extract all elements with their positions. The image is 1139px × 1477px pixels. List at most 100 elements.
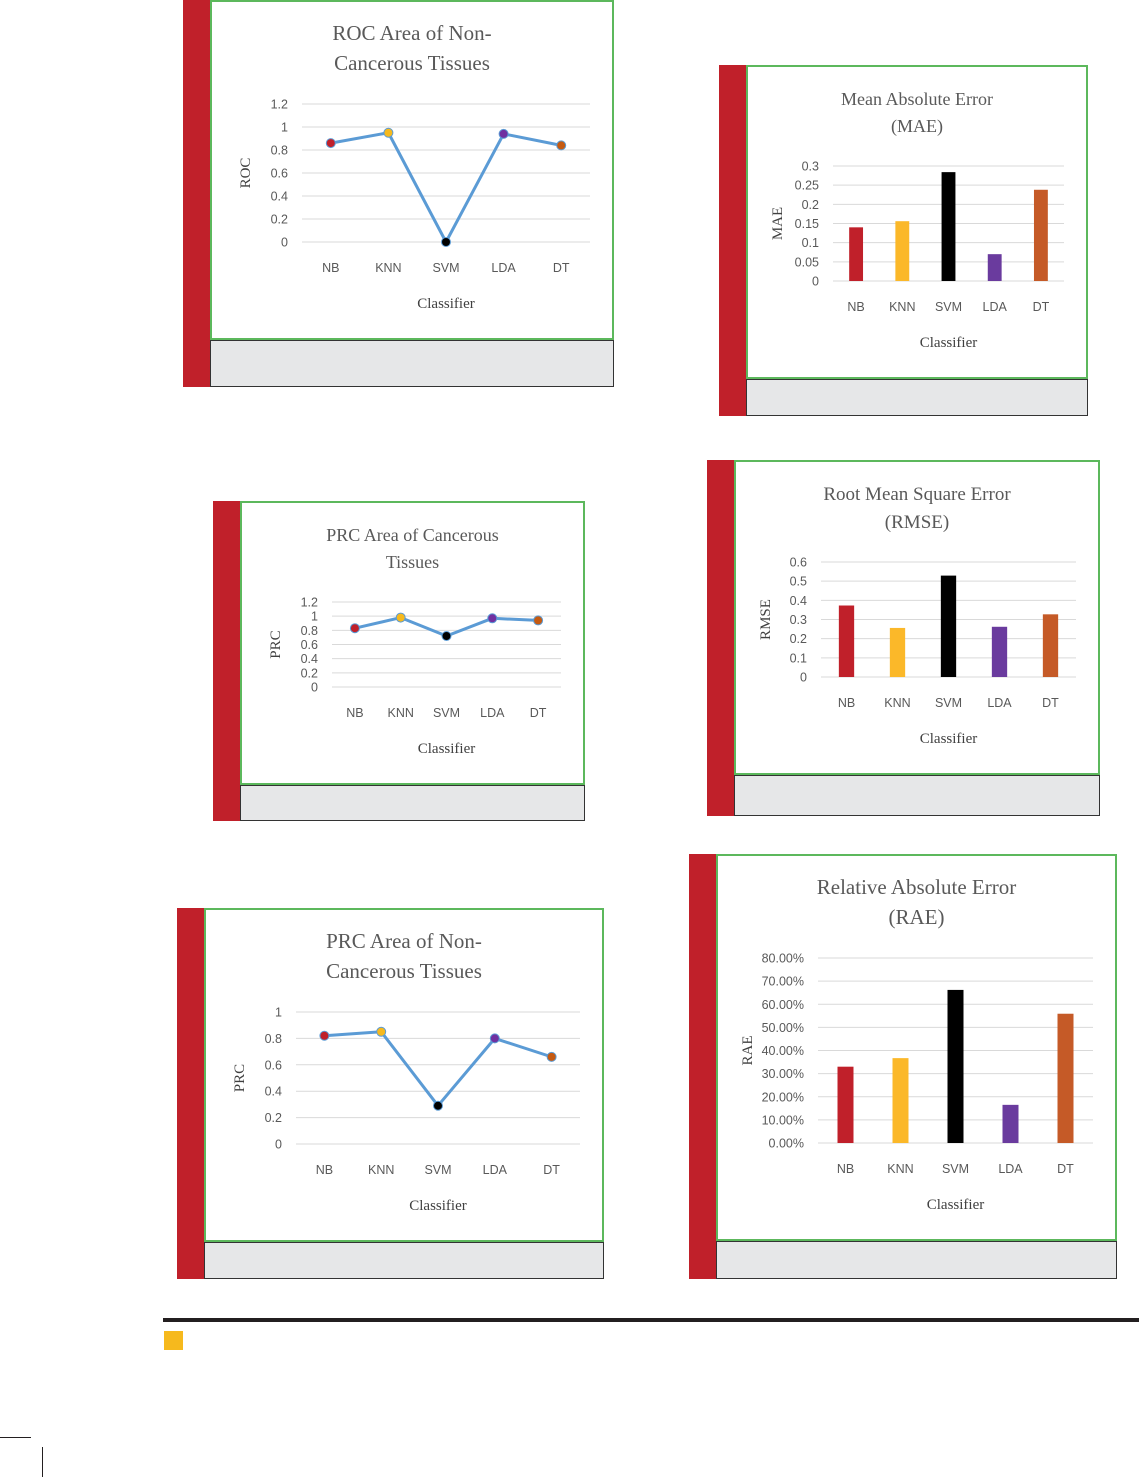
chart-rmse: Root Mean Square Error (RMSE) 0 0.1 0.2 0.3 0.… [734, 460, 1100, 775]
point-dt [556, 140, 567, 151]
point-lda [487, 613, 498, 624]
gridlines [332, 601, 561, 688]
y-tick-label: 0.6 [301, 638, 318, 652]
y-tick-label: 70.00% [762, 975, 804, 989]
y-axis-label: PRC [232, 1064, 248, 1092]
figure-caption-box [716, 1241, 1117, 1279]
point-svm [433, 1100, 443, 1111]
figure-caption-box [746, 379, 1088, 416]
chart-svg: PRC Area of Cancerous Tissues 00.20.40.60.… [268, 525, 561, 757]
chart-panel-rae: Relative Absolute Error (RAE) 0.00% 10.00% 2… [689, 854, 1117, 1279]
panel-accent-bar [183, 0, 210, 387]
x-tick-label: SVM [432, 261, 459, 275]
x-tick-label: DT [530, 706, 547, 720]
y-tick-label: 10.00% [762, 1113, 804, 1127]
y-tick-label: 50.00% [762, 1021, 804, 1035]
x-tick-label: NB [847, 300, 864, 314]
series-line [324, 1030, 553, 1108]
x-tick-label: KNN [887, 1162, 913, 1176]
x-tick-label: NB [322, 261, 339, 275]
chart-svg: ROC Area of Non- Cancerous Tissues 0 0.2 0.4… [238, 21, 590, 312]
chart-panel-rmse: Root Mean Square Error (RMSE) 0 0.1 0.2 0.3 0.… [707, 460, 1100, 816]
crop-mark-vertical [42, 1447, 43, 1477]
point-knn [395, 612, 406, 623]
chart-rae: Relative Absolute Error (RAE) 0.00% 10.00% 2… [716, 854, 1117, 1241]
y-tick-label: 1.2 [271, 98, 288, 112]
y-tick-label: 0.2 [265, 1111, 282, 1125]
chart-svg: Root Mean Square Error (RMSE) 0 0.1 0.2 0.3 0.… [758, 484, 1076, 747]
chart-panel-roc-noncancer: ROC Area of Non- Cancerous Tissues 0 0.2 0.4… [183, 0, 614, 387]
x-tick-label: NB [346, 706, 363, 720]
chart-title-line: Cancerous Tissues [326, 959, 482, 983]
bar-nb [849, 227, 864, 281]
chart-svg: PRC Area of Non- Cancerous Tissues 0 0.2 0.4… [232, 929, 580, 1214]
y-tick-label: 0.1 [802, 236, 819, 250]
y-tick-label: 0 [800, 671, 807, 685]
chart-title-line: (RAE) [889, 905, 945, 929]
figure-caption-box [204, 1242, 604, 1279]
bar-svm [941, 172, 956, 281]
x-tick-label: DT [553, 261, 570, 275]
bar-dt [1033, 189, 1048, 281]
point-nb [349, 623, 360, 634]
y-tick-label: 0.2 [802, 198, 819, 212]
y-tick-label: 0.8 [301, 624, 318, 638]
panel-accent-bar [177, 908, 204, 1279]
y-tick-label: 0.6 [790, 556, 807, 570]
chart-roc-noncancer: ROC Area of Non- Cancerous Tissues 0 0.2 0.4… [210, 0, 614, 340]
figure-caption-box [210, 340, 614, 387]
chart-title-line: PRC Area of Cancerous [326, 525, 498, 545]
x-axis-label: Classifier [920, 731, 978, 747]
y-tick-label: 1 [281, 121, 288, 135]
y-tick-label: 40.00% [762, 1044, 804, 1058]
y-tick-label: 0.6 [271, 167, 288, 181]
y-tick-label: 30.00% [762, 1067, 804, 1081]
x-tick-label: KNN [387, 706, 413, 720]
y-tick-label: 1 [311, 610, 318, 624]
x-tick-label: LDA [983, 300, 1008, 314]
chart-title-line: Root Mean Square Error [823, 484, 1011, 505]
x-tick-label: LDA [998, 1162, 1023, 1176]
y-tick-label: 60.00% [762, 998, 804, 1012]
y-axis-label: PRC [268, 630, 284, 658]
gridlines [302, 103, 590, 243]
x-tick-label: SVM [935, 696, 962, 710]
panel-accent-bar [213, 501, 240, 821]
x-tick-label: KNN [884, 696, 910, 710]
footer-square-marker [164, 1331, 183, 1350]
chart-title-line: (MAE) [891, 116, 943, 137]
y-tick-label: 0.2 [790, 632, 807, 646]
y-tick-label: 0.8 [271, 144, 288, 158]
chart-svg: Relative Absolute Error (RAE) 0.00% 10.00% 2… [740, 875, 1093, 1213]
bar-knn [892, 1058, 909, 1143]
bar-svm [947, 989, 964, 1143]
y-tick-label: 0.15 [795, 217, 819, 231]
y-axis-label: RMSE [758, 599, 774, 640]
bar-lda [987, 254, 1002, 281]
x-tick-label: NB [316, 1163, 333, 1177]
x-tick-label: KNN [889, 300, 915, 314]
chart-prc-noncancer: PRC Area of Non- Cancerous Tissues 0 0.2 0.4… [204, 908, 604, 1242]
chart-title: ROC Area of Non- Cancerous Tissues [332, 21, 491, 75]
bar-nb [837, 1066, 854, 1143]
y-tick-label: 0 [311, 681, 318, 695]
figure-caption-box [734, 775, 1100, 816]
gridlines [296, 1011, 580, 1145]
y-tick-label: 0.2 [271, 213, 288, 227]
point-dt [533, 615, 544, 626]
x-tick-label: KNN [368, 1163, 394, 1177]
panel-accent-bar [689, 854, 716, 1279]
chart-title-line: Relative Absolute Error [817, 875, 1016, 899]
chart-panel-prc-cancer: PRC Area of Cancerous Tissues 0 0.2 0.4 0.6 0.… [213, 501, 585, 821]
chart-title-line: Cancerous Tissues [334, 51, 490, 75]
point-svm [441, 631, 452, 641]
bar-dt [1042, 614, 1059, 677]
bar-lda [991, 626, 1008, 677]
bar-knn [889, 627, 906, 677]
point-lda [498, 128, 509, 139]
chart-title: Relative Absolute Error (RAE) [817, 875, 1016, 929]
x-tick-label: DT [1033, 300, 1050, 314]
figure-caption-box [240, 785, 585, 821]
y-tick-label: 0 [281, 236, 288, 250]
panel-accent-bar [707, 460, 734, 816]
